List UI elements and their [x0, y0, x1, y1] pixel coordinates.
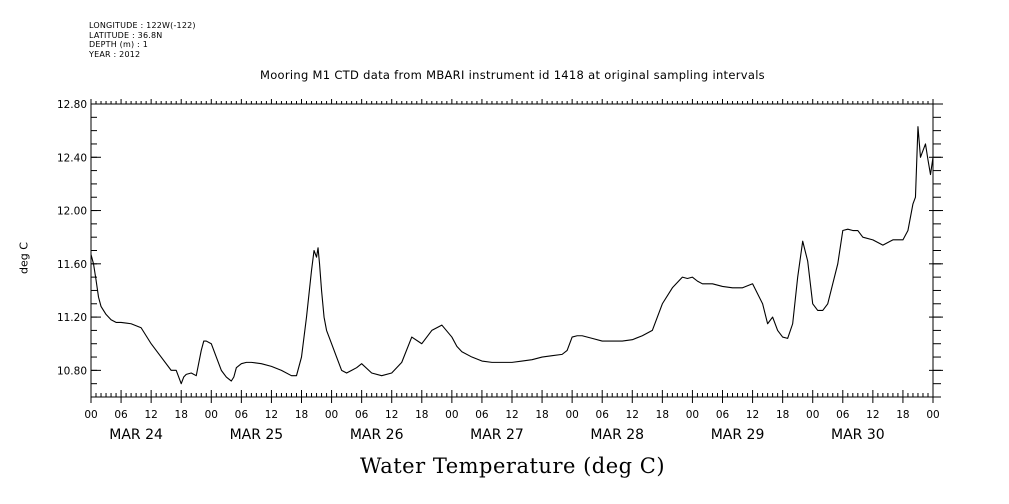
x-tick-label: 00 — [565, 409, 578, 421]
y-tick-label: 10.80 — [57, 365, 87, 377]
x-tick-label: 18 — [415, 409, 428, 421]
x-tick-label: 06 — [836, 409, 850, 421]
x-tick-label: 18 — [896, 409, 909, 421]
day-label: MAR 24 — [109, 427, 163, 443]
y-tick-label: 12.80 — [57, 99, 87, 111]
x-tick-label: 12 — [385, 409, 398, 421]
x-tick-label: 00 — [686, 409, 699, 421]
chart-title: Mooring M1 CTD data from MBARI instrumen… — [260, 68, 765, 82]
x-tick-label: 00 — [806, 409, 819, 421]
x-tick-label: 12 — [626, 409, 639, 421]
x-tick-label: 00 — [84, 409, 97, 421]
x-tick-label: 12 — [866, 409, 879, 421]
x-tick-label: 06 — [114, 409, 128, 421]
x-tick-label: 12 — [746, 409, 759, 421]
y-tick-label: 11.60 — [57, 259, 87, 271]
plot-frame — [90, 103, 934, 398]
x-tick-label: 00 — [926, 409, 939, 421]
x-tick-label: 18 — [175, 409, 188, 421]
day-label: MAR 26 — [350, 427, 404, 443]
y-tick-label: 12.00 — [57, 206, 87, 218]
x-tick-label: 00 — [325, 409, 338, 421]
y-tick-label: 12.40 — [57, 152, 87, 164]
x-tick-label: 06 — [716, 409, 730, 421]
latitude-label: LATITUDE : 36.8N — [89, 30, 163, 40]
depth-label: DEPTH (m) : 1 — [89, 40, 148, 50]
x-tick-label: 06 — [475, 409, 489, 421]
x-tick-label: 18 — [295, 409, 308, 421]
x-tick-label: 12 — [144, 409, 157, 421]
metadata-block: LONGITUDE : 122W(-122) LATITUDE : 36.8N … — [89, 21, 196, 59]
x-tick-label: 06 — [355, 409, 369, 421]
x-tick-label: 00 — [205, 409, 218, 421]
y-tick-label: 11.20 — [57, 312, 87, 324]
x-tick-label: 18 — [656, 409, 669, 421]
x-tick-label: 18 — [535, 409, 548, 421]
temperature-series-line — [90, 126, 934, 385]
longitude-label: LONGITUDE : 122W(-122) — [89, 21, 196, 30]
day-label: MAR 29 — [711, 427, 765, 443]
x-tick-label: 12 — [505, 409, 518, 421]
x-axis-label: Water Temperature (deg C) — [359, 454, 666, 478]
day-label: MAR 27 — [470, 427, 524, 443]
x-tick-label: 12 — [265, 409, 278, 421]
day-label: MAR 30 — [831, 427, 885, 443]
x-tick-label: 06 — [596, 409, 610, 421]
x-tick-label: 18 — [776, 409, 789, 421]
day-label: MAR 28 — [590, 427, 644, 443]
x-tick-label: 06 — [235, 409, 249, 421]
day-label: MAR 25 — [230, 427, 284, 443]
x-tick-label: 00 — [445, 409, 458, 421]
year-label: YEAR : 2012 — [89, 49, 141, 59]
